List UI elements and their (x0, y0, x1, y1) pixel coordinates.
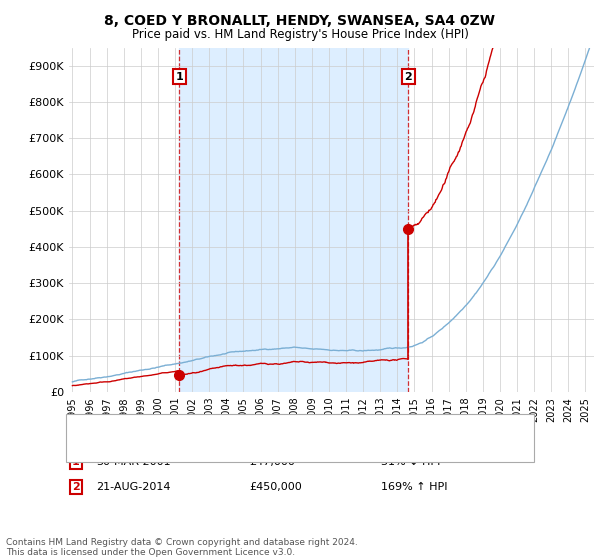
Text: £450,000: £450,000 (249, 482, 302, 492)
Text: HPI: Average price, detached house, Carmarthenshire: HPI: Average price, detached house, Carm… (102, 441, 383, 451)
Text: 2: 2 (404, 72, 412, 82)
Text: 30-MAR-2001: 30-MAR-2001 (96, 457, 170, 467)
Text: 21-AUG-2014: 21-AUG-2014 (96, 482, 170, 492)
Text: £47,000: £47,000 (249, 457, 295, 467)
Bar (179, 48, 409, 392)
Text: ——: —— (78, 424, 103, 437)
Text: 169% ↑ HPI: 169% ↑ HPI (381, 482, 448, 492)
Text: 1: 1 (175, 72, 183, 82)
Text: 2: 2 (72, 482, 80, 492)
Text: 1: 1 (72, 457, 80, 467)
Text: Contains HM Land Registry data © Crown copyright and database right 2024.
This d: Contains HM Land Registry data © Crown c… (6, 538, 358, 557)
Text: 8, COED Y BRONALLT, HENDY, SWANSEA, SA4 0ZW (detached house): 8, COED Y BRONALLT, HENDY, SWANSEA, SA4 … (102, 423, 461, 433)
Text: 31% ↓ HPI: 31% ↓ HPI (381, 457, 440, 467)
Text: ——: —— (78, 442, 103, 455)
Text: Price paid vs. HM Land Registry's House Price Index (HPI): Price paid vs. HM Land Registry's House … (131, 28, 469, 41)
Text: 8, COED Y BRONALLT, HENDY, SWANSEA, SA4 0ZW: 8, COED Y BRONALLT, HENDY, SWANSEA, SA4 … (104, 14, 496, 28)
